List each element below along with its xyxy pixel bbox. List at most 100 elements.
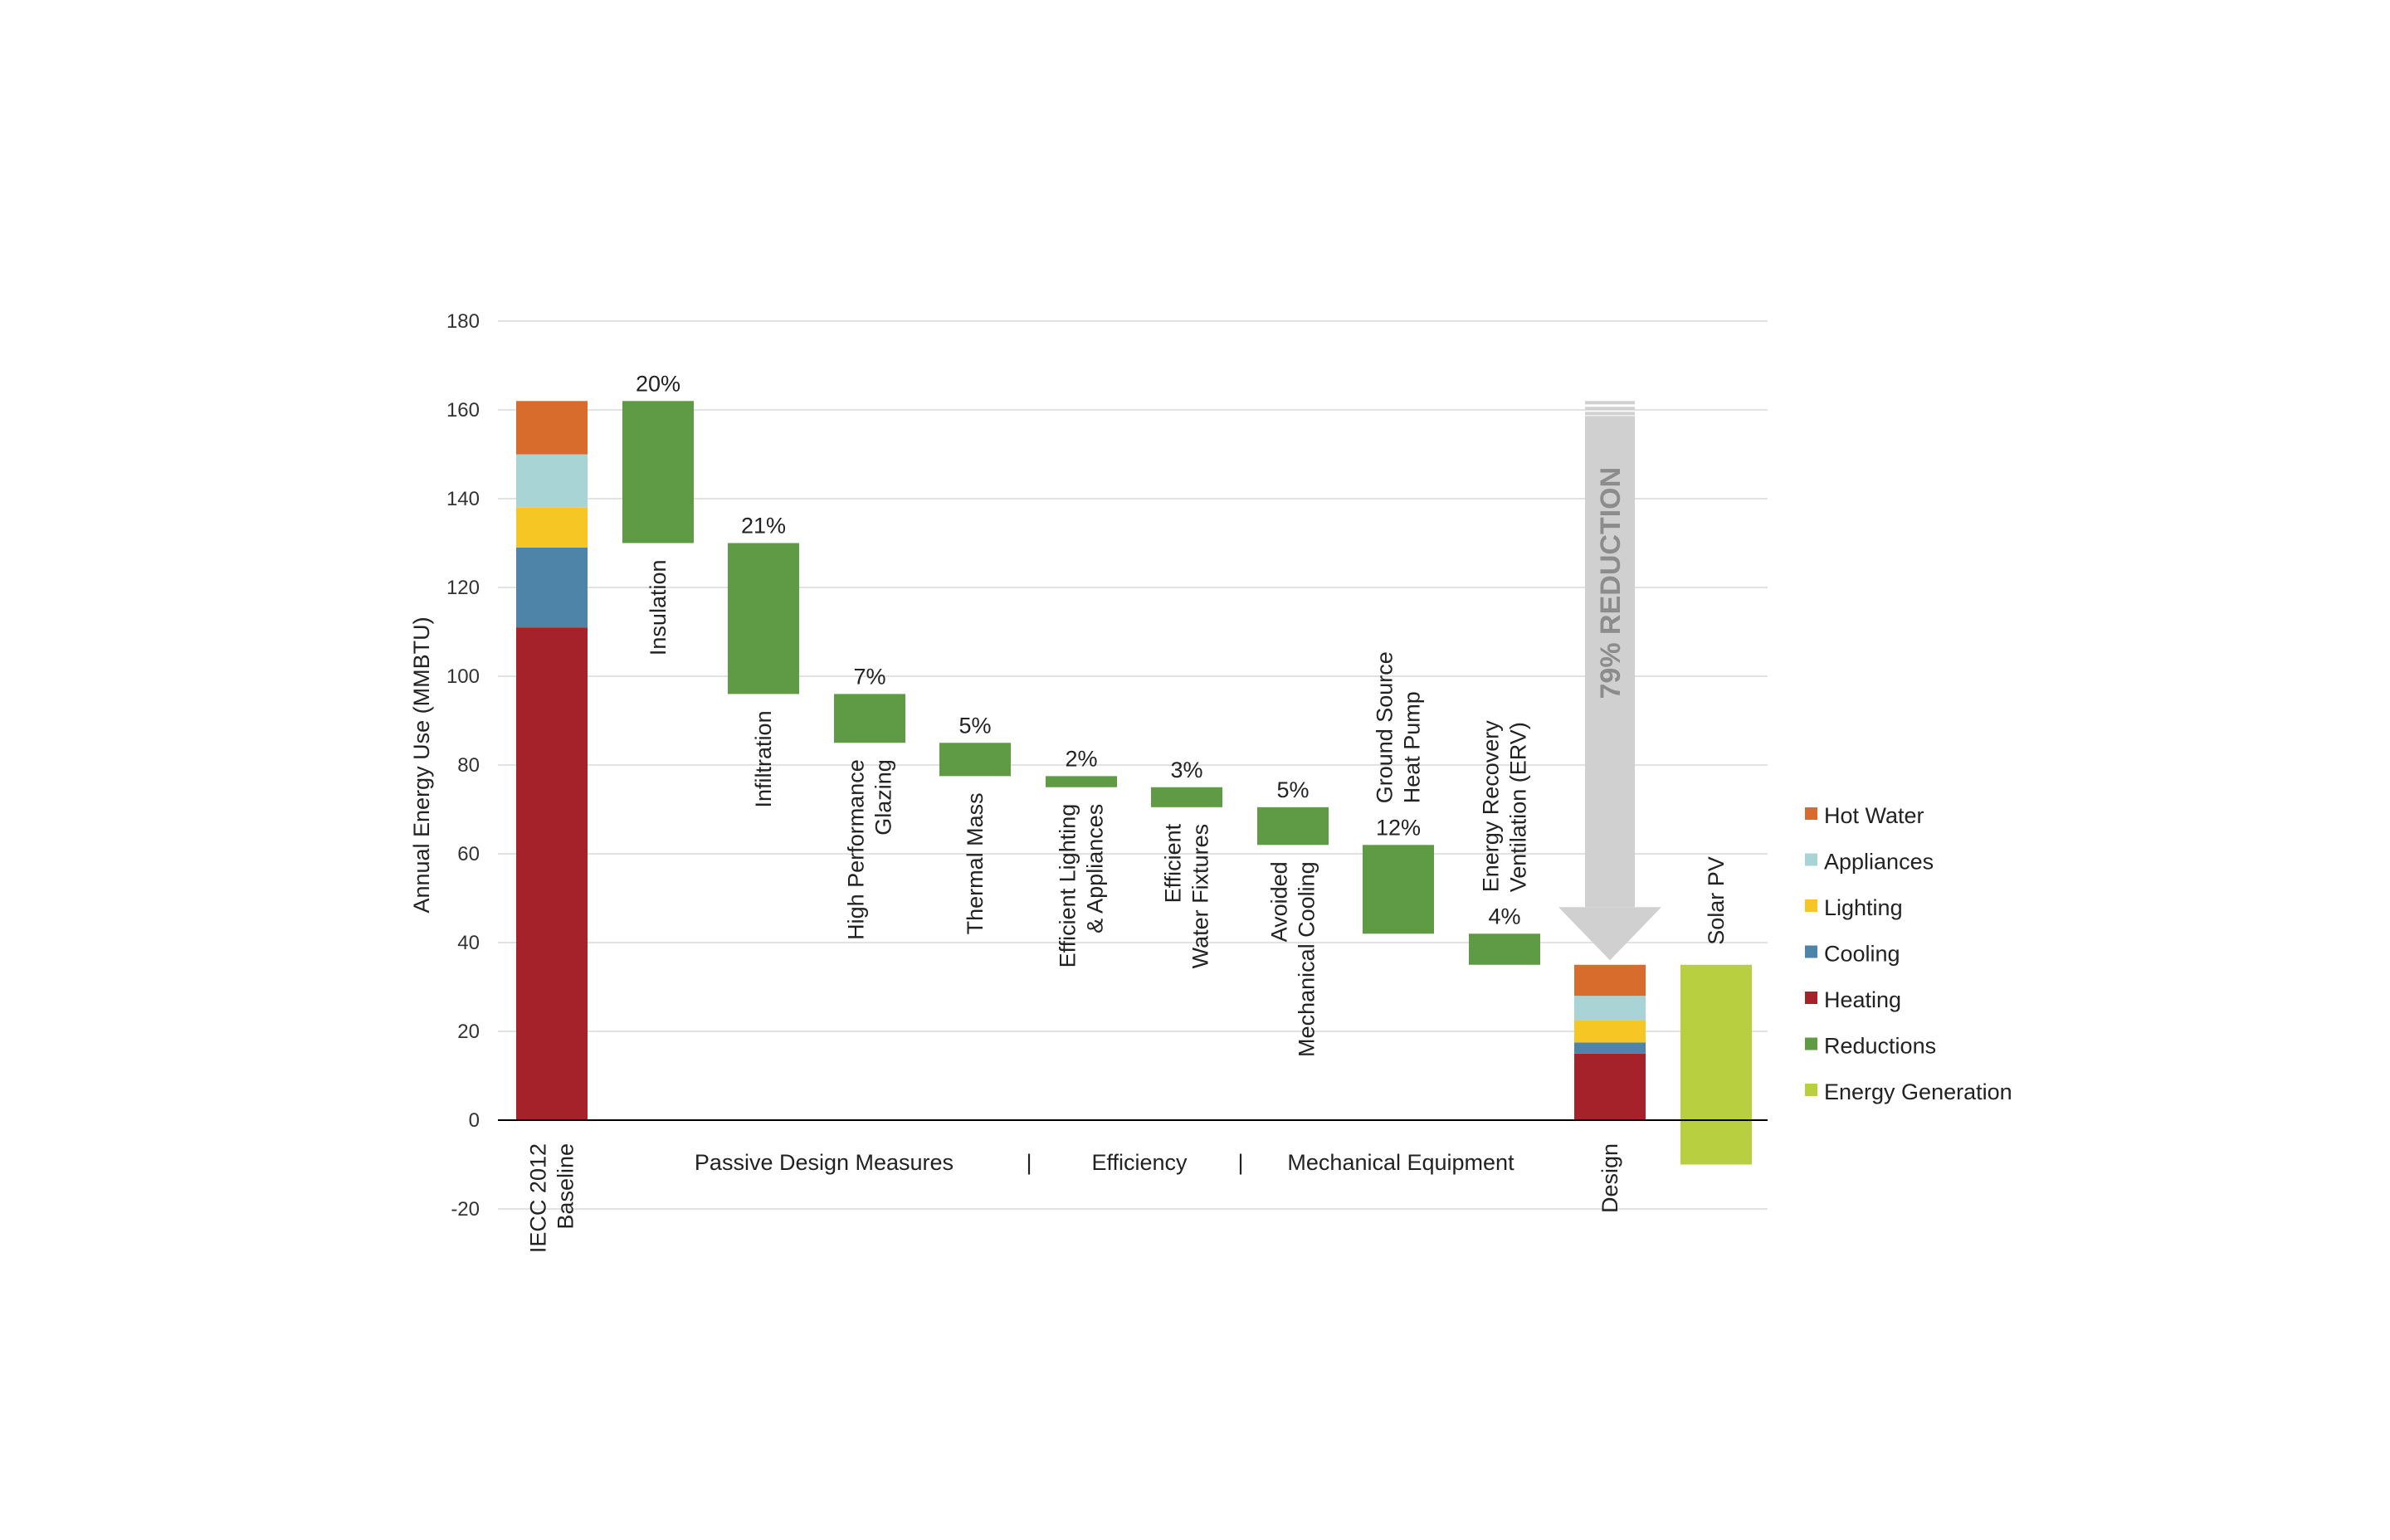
reduction-bar [1151,787,1222,807]
reduction-bar [622,401,694,543]
arrow-stripe [1585,407,1635,411]
y-tick-label: 180 [446,310,480,333]
design-label: Design [1597,1143,1622,1213]
reduction-arrow-label: 79% REDUCTION [1595,467,1627,699]
reduction-label: Insulation [646,560,671,656]
baseline-segment-appliances [516,454,588,508]
y-tick-label: 80 [457,754,480,777]
y-axis-label: Annual Energy Use (MMBTU) [409,616,434,913]
percent-label: 12% [1376,815,1421,840]
reduction-bar [834,694,905,743]
legend-swatch [1805,992,1817,1004]
category-label-line: Efficient [1161,823,1186,903]
bars [516,401,1752,1165]
category-label-line: IECC 2012 [526,1143,551,1253]
category-label-line: Ground Source [1373,651,1397,803]
y-tick-label: 0 [469,1109,480,1132]
reduction-arrow: 79% REDUCTION [1558,401,1661,961]
legend-label: Energy Generation [1824,1079,2012,1104]
reduction-bar [728,543,799,694]
design-segment-heating [1574,1053,1646,1120]
legend: Hot Water Appliances Lighting Cooling Heatin… [1805,803,2012,1104]
group-separator: | [1237,1150,1243,1175]
legend-swatch [1805,1037,1817,1050]
percent-labels: 20% 21% 7% 5% 2% 3% 5% 12% 4% [636,371,1521,928]
y-tick-label: 160 [446,399,480,422]
arrow-shaft [1585,416,1635,908]
reduction-bar [1469,933,1540,965]
reduction-bar [1046,776,1117,787]
y-tick-label: 100 [446,665,480,688]
solar-pv-bar [1680,964,1752,1165]
category-label-line: Infiltration [751,710,776,807]
percent-label: 4% [1488,904,1520,928]
group-label: Passive Design Measures [695,1150,954,1175]
reduction-label: Efficient Lighting & Appliances [1056,804,1108,968]
legend-label: Heating [1824,987,1901,1012]
percent-label: 2% [1065,746,1097,771]
baseline-segment-heating [516,627,588,1120]
gridlines [498,320,1768,1210]
group-separator: | [1026,1150,1032,1175]
baseline-segment-lighting [516,507,588,548]
percent-label: 3% [1170,758,1202,782]
category-label-line: & Appliances [1083,804,1108,933]
percent-label: 21% [741,514,786,539]
y-tick-label: 120 [446,577,480,599]
legend-swatch [1805,853,1817,866]
design-segment-hot-water [1574,964,1646,997]
category-labels: IECC 2012 Baseline Insulation Infiltration H… [526,560,1729,1254]
design-segment-cooling [1574,1042,1646,1054]
category-label-line: Thermal Mass [963,792,988,934]
y-tick-label: 140 [446,488,480,510]
y-axis-ticks: -20 0 20 40 60 80 100 120 140 160 180 [446,310,480,1221]
group-label: Efficiency [1091,1150,1188,1175]
reduction-label: Infiltration [751,710,776,807]
reduction-bar [1363,845,1434,934]
y-tick-label: -20 [451,1198,480,1221]
solar-pv-label: Solar PV [1704,856,1729,945]
legend-label: Cooling [1824,942,1900,967]
reduction-label: Ground Source Heat Pump [1373,651,1425,803]
y-tick-label: 20 [457,1021,480,1043]
reduction-label: Thermal Mass [963,792,988,934]
baseline-segment-hot-water [516,401,588,455]
reduction-bar [939,743,1011,777]
legend-label: Appliances [1824,850,1934,875]
category-label-line: Design [1597,1143,1622,1213]
legend-swatch [1805,807,1817,820]
group-labels: Passive Design Measures Efficiency Mechani… [695,1150,1514,1175]
legend-label: Lighting [1824,895,1903,920]
legend-swatch [1805,945,1817,958]
category-label-line: Insulation [646,560,671,656]
category-label-line: High Performance [844,759,869,940]
reduction-label: Avoided Mechanical Cooling [1267,861,1319,1057]
y-tick-label: 60 [457,843,480,865]
legend-swatch [1805,1084,1817,1096]
arrow-stripe [1585,401,1635,405]
category-label-line: Ventilation (ERV) [1506,722,1531,892]
category-label-line: Avoided [1267,861,1292,942]
category-label-line: Water Fixtures [1188,824,1213,969]
percent-label: 7% [853,664,885,689]
legend-label: Hot Water [1824,803,1924,828]
percent-label: 5% [958,713,991,738]
y-tick-label: 40 [457,932,480,954]
reduction-bar [1257,807,1329,846]
arrow-head [1558,907,1661,961]
design-segment-lighting [1574,1020,1646,1043]
category-label-line: Mechanical Cooling [1295,861,1319,1057]
legend-swatch [1805,899,1817,912]
percent-label: 20% [636,371,680,396]
reduction-label: High Performance Glazing [844,759,896,940]
percent-label: 5% [1276,777,1309,802]
legend-label: Reductions [1824,1034,1936,1059]
baseline-label: IECC 2012 Baseline [526,1143,578,1253]
category-label-line: Efficient Lighting [1056,804,1080,968]
category-label-line: Heat Pump [1400,691,1425,803]
arrow-stripe [1585,412,1635,416]
category-label-line: Solar PV [1704,856,1729,945]
reduction-label: Efficient Water Fixtures [1161,823,1213,968]
category-label-line: Energy Recovery [1479,720,1504,893]
